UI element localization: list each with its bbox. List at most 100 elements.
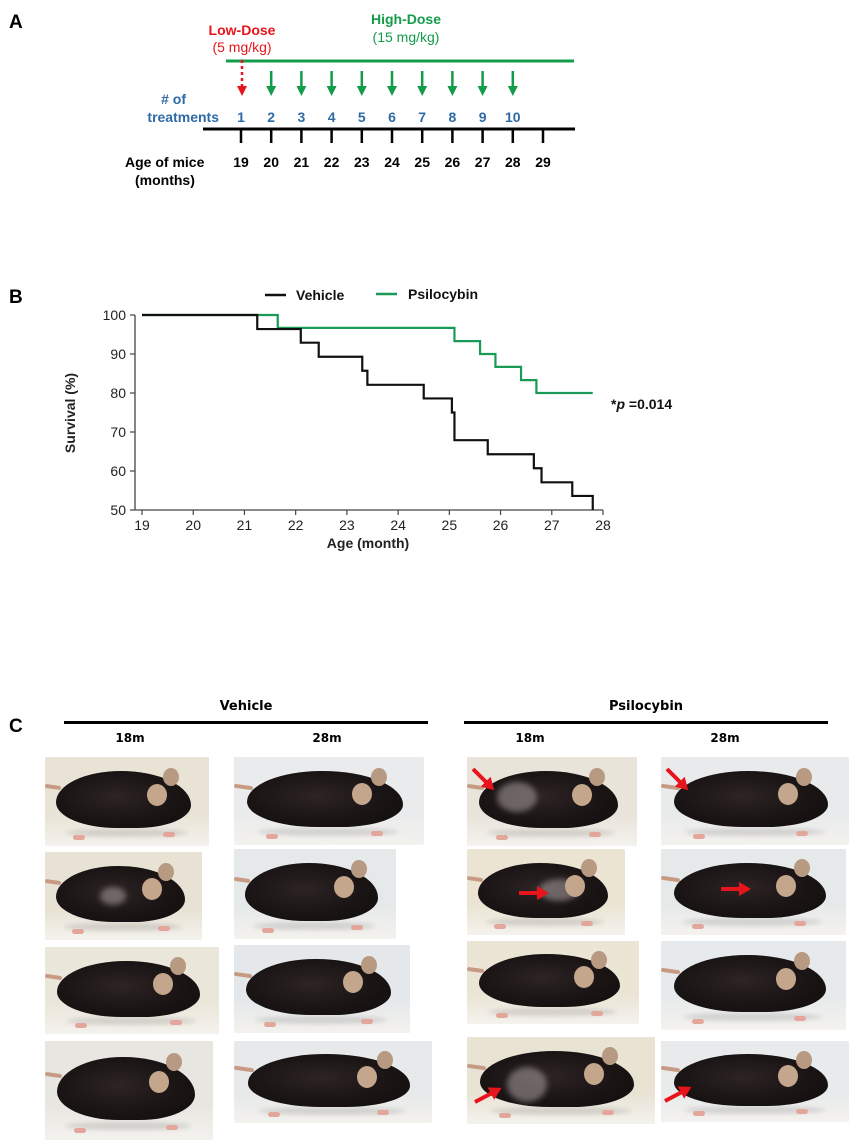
treatment-number: 1	[237, 109, 245, 125]
mouse-shadow	[256, 828, 400, 837]
mouse-photo	[467, 849, 625, 935]
mouse-photo	[234, 757, 424, 845]
mouse-ear	[142, 878, 163, 901]
gray-fur-patch	[507, 1067, 547, 1102]
treatment-number: 5	[358, 109, 366, 125]
mouse-ear	[376, 1050, 393, 1069]
mouse-foot	[495, 834, 508, 840]
mouse-shadow	[65, 1122, 192, 1131]
mouse-ear	[583, 1063, 604, 1086]
age-number: 22	[324, 154, 340, 170]
red-arrow-icon	[471, 767, 495, 791]
mouse-shadow	[683, 828, 825, 837]
mouse-foot	[261, 927, 274, 933]
x-axis-title: Age (month)	[327, 535, 409, 551]
age-number: 25	[414, 154, 430, 170]
mouse-foot	[360, 1019, 373, 1025]
column-label-vehicle-18m: 18m	[115, 731, 145, 745]
mouse-foot	[794, 1016, 807, 1022]
mouse-ear	[602, 1047, 619, 1066]
treatment-number: 9	[479, 109, 487, 125]
mouse-ear	[360, 955, 377, 974]
treatment-numbers: 1 2 3 4 5 6 7 8 9 10	[237, 109, 521, 125]
red-arrow-icon	[664, 1086, 692, 1103]
mouse-foot	[496, 1013, 509, 1019]
gray-fur-patch	[100, 887, 126, 905]
high-dose-arrow	[387, 71, 397, 96]
x-tick-label: 28	[595, 517, 611, 533]
mouse-shadow	[487, 1007, 617, 1016]
mouse-ear	[152, 973, 173, 996]
mouse-photo	[45, 1041, 213, 1140]
mouse-ear	[163, 767, 180, 786]
mouse-foot	[590, 1010, 603, 1016]
chart-legend: Vehicle Psilocybin	[265, 286, 478, 303]
series-line-psilocybin	[142, 313, 593, 395]
group-title-vehicle: Vehicle	[219, 699, 273, 714]
mouse-foot	[376, 1109, 389, 1115]
mouse-shadow	[253, 922, 375, 930]
age-numbers: 19 20 21 22 23 24 25 26 27 28 29	[233, 154, 551, 170]
mouse-ear	[356, 1065, 377, 1088]
high-dose-arrow	[477, 71, 488, 96]
mouse-ear	[351, 783, 372, 806]
panel-c-label: C	[9, 716, 23, 737]
low-dose-amount: (5 mg/kg)	[212, 39, 271, 55]
red-arrow-icon	[519, 886, 549, 900]
mouse-ear	[564, 874, 585, 897]
series-line-vehicle	[142, 313, 594, 510]
low-dose-title: Low-Dose	[209, 22, 276, 38]
mouse-ear	[165, 1052, 182, 1071]
column-label-vehicle-28m: 28m	[312, 731, 342, 745]
mouse-photo	[234, 849, 396, 939]
panel-a-label: A	[9, 12, 23, 33]
treatment-timeline: Low-Dose (5 mg/kg) High-Dose (15 mg/kg) …	[125, 11, 575, 188]
mouse-ear	[580, 859, 597, 878]
mouse-shadow	[683, 1105, 825, 1114]
x-tick-label: 24	[390, 517, 406, 533]
p-prefix: *	[611, 396, 617, 412]
mouse-ear	[775, 967, 796, 990]
mouse-foot	[580, 921, 593, 927]
mouse-shadow	[257, 1106, 407, 1115]
y-tick-label: 60	[110, 463, 126, 479]
mouse-ear	[170, 957, 187, 976]
treatment-number: 10	[505, 109, 521, 125]
high-dose-title: High-Dose	[371, 11, 441, 27]
age-number: 26	[445, 154, 461, 170]
mouse-ear	[343, 971, 364, 994]
age-number: 28	[505, 154, 521, 170]
mouse-ear	[334, 876, 355, 898]
mouse-foot	[158, 926, 171, 932]
age-number: 24	[384, 154, 400, 170]
legend-label-psilocybin: Psilocybin	[408, 286, 478, 302]
age-number: 19	[233, 154, 249, 170]
treatment-number: 2	[267, 109, 275, 125]
low-dose-arrow	[237, 60, 247, 96]
legend-label-vehicle: Vehicle	[296, 287, 344, 303]
red-arrow-icon	[665, 767, 689, 791]
age-number: 23	[354, 154, 370, 170]
mouse-photo	[661, 849, 846, 935]
column-label-psilocybin-28m: 28m	[710, 731, 740, 745]
high-dose-arrow	[296, 71, 307, 96]
mouse-photo	[45, 757, 209, 846]
p-suffix: =0.014	[625, 396, 672, 412]
mouse-ear	[796, 767, 813, 786]
mouse-foot	[602, 1110, 615, 1116]
mouse-ear	[350, 859, 367, 878]
mouse-ear	[794, 951, 811, 970]
mouse-shadow	[489, 1107, 631, 1116]
mouse-foot	[350, 925, 363, 930]
treatment-number: 3	[298, 109, 306, 125]
mouse-foot	[692, 1018, 705, 1024]
mouse-foot	[370, 831, 383, 837]
treatments-label-line2: treatments	[147, 109, 219, 125]
p-italic: p	[615, 396, 625, 412]
mouse-foot	[170, 1020, 183, 1026]
x-tick-label: 27	[544, 517, 560, 533]
high-dose-arrow	[447, 71, 458, 96]
mouse-photo	[467, 757, 637, 846]
treatments-label-line1: # of	[161, 91, 186, 107]
mouse-shadow	[63, 923, 182, 932]
